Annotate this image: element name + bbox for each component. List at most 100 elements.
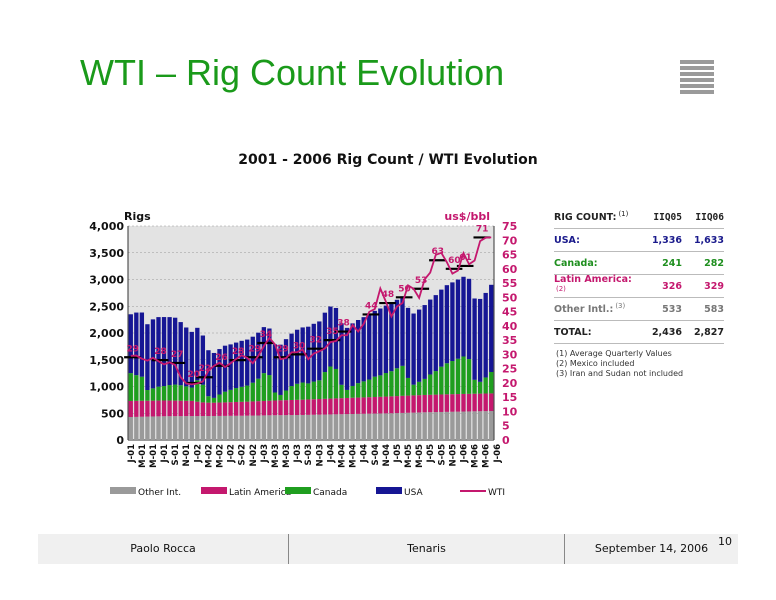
bar-canada bbox=[317, 380, 322, 400]
bar-latin-america bbox=[261, 400, 267, 416]
row-value-b: 1,633 bbox=[693, 234, 724, 246]
row-value-a: 1,336 bbox=[651, 234, 682, 246]
legend-label: WTI bbox=[488, 488, 505, 498]
bar-canada bbox=[422, 378, 427, 395]
y2-tick-label: 10 bbox=[502, 405, 518, 418]
bar-other-int- bbox=[145, 416, 150, 440]
bar-usa bbox=[294, 329, 300, 384]
rig-table-row-usa: USA: 1,336 1,633 bbox=[554, 229, 724, 252]
wti-data-label: 30 bbox=[293, 341, 306, 351]
y2-tick-label: 0 bbox=[502, 434, 510, 447]
bar-usa bbox=[439, 289, 444, 367]
bar-latin-america bbox=[483, 393, 488, 412]
bar-usa bbox=[245, 339, 250, 386]
row-value-b: 2,827 bbox=[693, 326, 724, 338]
bar-latin-america bbox=[189, 400, 194, 417]
footer-date: September 14, 2006 bbox=[594, 542, 709, 555]
bar-latin-america bbox=[455, 394, 461, 412]
bar-other-int- bbox=[489, 411, 494, 440]
bar-usa bbox=[416, 309, 422, 382]
bar-canada bbox=[156, 386, 161, 401]
bar-canada bbox=[222, 391, 228, 403]
bar-usa bbox=[195, 327, 200, 381]
bar-other-int- bbox=[344, 414, 350, 440]
bar-usa bbox=[461, 276, 466, 357]
bar-usa bbox=[378, 308, 383, 376]
bar-latin-america bbox=[250, 401, 255, 416]
bar-canada bbox=[472, 379, 477, 394]
bar-other-int- bbox=[383, 413, 389, 440]
bar-usa bbox=[328, 306, 333, 367]
bar-latin-america bbox=[461, 393, 466, 412]
bar-canada bbox=[444, 363, 450, 395]
bar-canada bbox=[206, 396, 211, 403]
bar-usa bbox=[167, 317, 172, 386]
bar-other-int- bbox=[394, 413, 400, 440]
bar-other-int- bbox=[272, 415, 278, 440]
bar-usa bbox=[222, 345, 228, 392]
bar-canada bbox=[145, 390, 150, 401]
x-tick-label: N-03 bbox=[315, 444, 325, 467]
bar-canada bbox=[344, 389, 350, 398]
bar-other-int- bbox=[466, 411, 472, 440]
row-value-b: 282 bbox=[704, 257, 724, 269]
bar-usa bbox=[217, 349, 222, 395]
x-tick-label: M-06 bbox=[482, 444, 492, 468]
x-tick-label: M-06 bbox=[471, 444, 481, 468]
row-value-b: 329 bbox=[704, 280, 724, 292]
bar-canada bbox=[416, 381, 422, 396]
bar-usa bbox=[283, 339, 289, 391]
bar-canada bbox=[489, 372, 494, 394]
x-tick-label: N-04 bbox=[382, 444, 392, 467]
x-tick-label: J-02 bbox=[193, 444, 203, 464]
bar-canada bbox=[161, 386, 167, 401]
bar-canada bbox=[394, 368, 400, 397]
bar-usa bbox=[228, 344, 233, 390]
bar-other-int- bbox=[222, 415, 228, 440]
bar-canada bbox=[128, 373, 133, 401]
bar-canada bbox=[367, 379, 372, 398]
bar-other-int- bbox=[211, 415, 217, 440]
bar-usa bbox=[161, 317, 167, 387]
bar-usa bbox=[134, 312, 139, 376]
bar-usa bbox=[400, 296, 405, 366]
row-note: (2) bbox=[556, 284, 566, 293]
bar-usa bbox=[489, 284, 494, 373]
row-value-a: 326 bbox=[662, 280, 682, 292]
bar-other-int- bbox=[477, 411, 483, 440]
bar-canada bbox=[278, 394, 283, 401]
bar-canada bbox=[339, 384, 344, 399]
note-1: (1) Average Quarterly Values bbox=[556, 349, 672, 358]
x-tick-label: J-03 bbox=[260, 444, 270, 464]
bar-latin-america bbox=[433, 394, 438, 413]
bar-usa bbox=[466, 278, 472, 360]
row-label: Canada: bbox=[554, 257, 598, 269]
bar-latin-america bbox=[267, 400, 272, 416]
bar-canada bbox=[361, 381, 366, 398]
x-tick-label: M-02 bbox=[216, 444, 226, 468]
bar-canada bbox=[134, 375, 139, 401]
bar-latin-america bbox=[317, 399, 322, 415]
bar-latin-america bbox=[211, 402, 217, 416]
bar-usa bbox=[477, 298, 483, 382]
bar-other-int- bbox=[461, 411, 466, 440]
bar-usa bbox=[272, 344, 278, 393]
bar-latin-america bbox=[195, 401, 200, 417]
bar-latin-america bbox=[367, 397, 372, 414]
bar-canada bbox=[405, 377, 411, 396]
tenaris-logo-icon bbox=[680, 60, 714, 98]
y2-tick-label: 55 bbox=[502, 277, 517, 290]
y2-tick-label: 40 bbox=[502, 320, 518, 333]
legend-label: Canada bbox=[313, 488, 347, 498]
y2-axis-label: us$/bbl bbox=[444, 210, 490, 223]
y2-tick-label: 30 bbox=[502, 348, 518, 361]
y2-tick-label: 5 bbox=[502, 420, 510, 433]
wti-data-label: 50 bbox=[398, 284, 411, 294]
bar-latin-america bbox=[161, 400, 167, 417]
bar-canada bbox=[195, 380, 200, 402]
bar-other-int- bbox=[278, 415, 283, 440]
legend-label: Other Int. bbox=[138, 488, 181, 498]
bar-latin-america bbox=[184, 400, 189, 417]
bar-other-int- bbox=[283, 415, 289, 440]
footer-presenter: Paolo Rocca bbox=[130, 542, 196, 555]
